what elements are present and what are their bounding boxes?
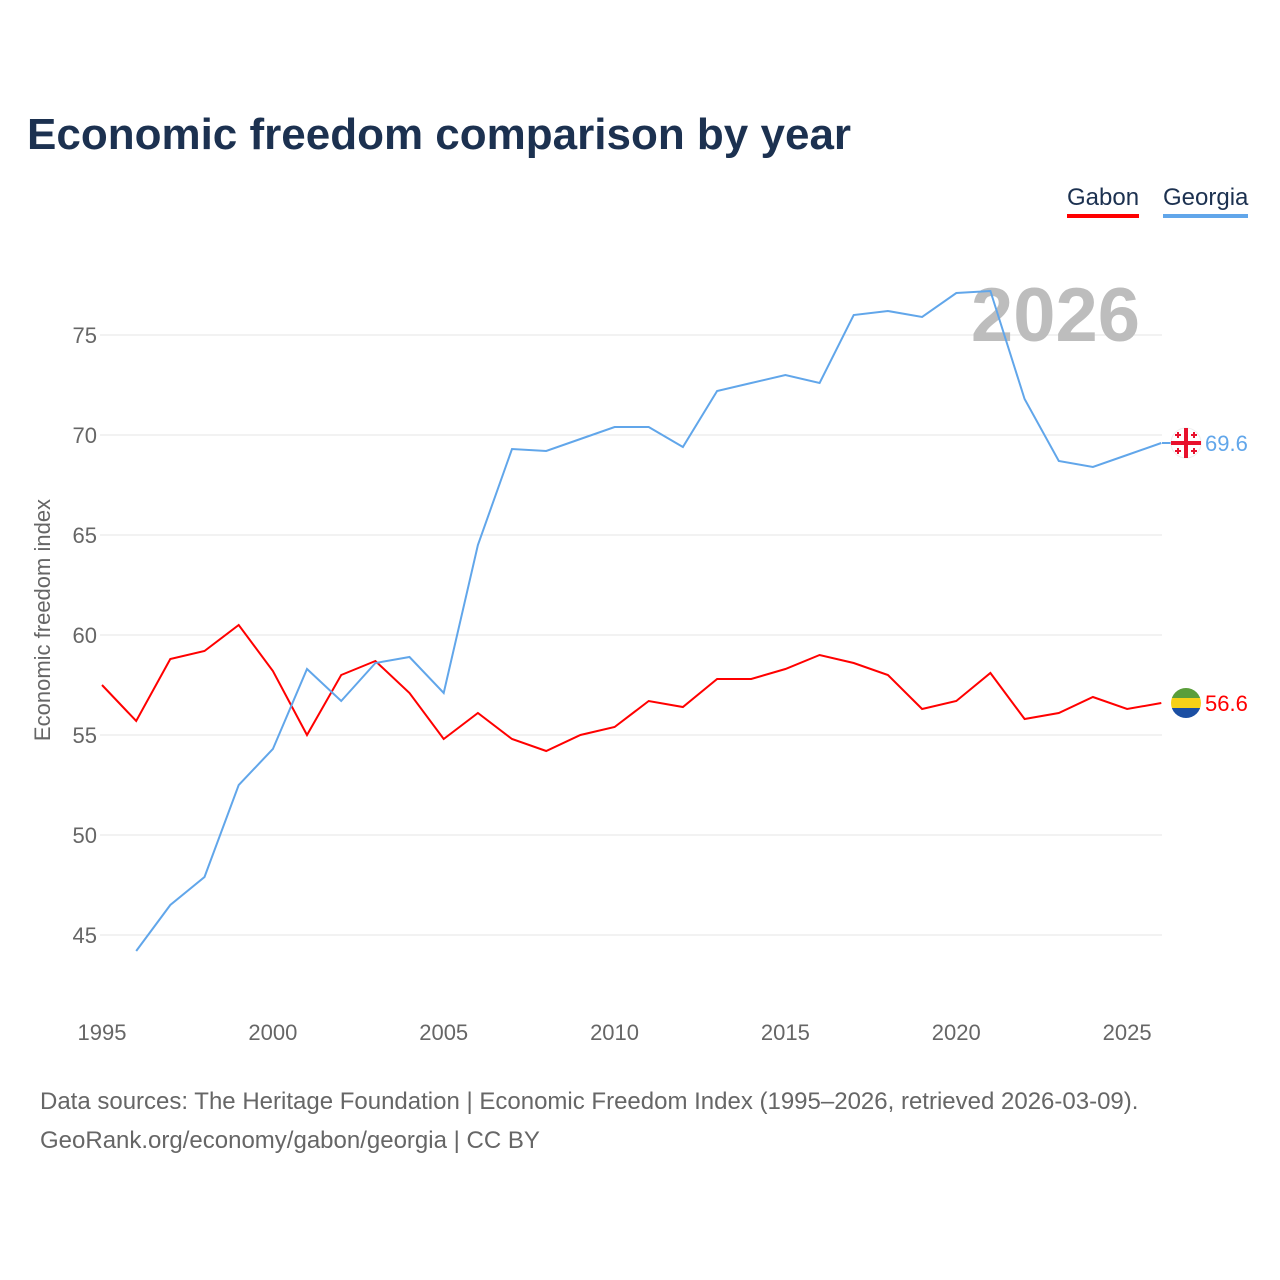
y-tick-label: 75 [73,323,97,348]
legend-georgia[interactable]: Georgia [1163,184,1249,218]
y-tick-label: 70 [73,423,97,448]
gabon-flag-icon [1171,688,1201,718]
footer-sources: Data sources: The Heritage Foundation | … [40,1088,1139,1115]
x-tick-label: 1995 [78,1020,127,1045]
series-line-georgia [135,289,1162,952]
y-tick-label: 50 [73,823,97,848]
flag-cross [1184,428,1188,458]
x-tick-label: 2020 [932,1020,981,1045]
flag-small-cross [1177,448,1179,454]
flag-small-cross [1193,448,1195,454]
x-tick-label: 2025 [1103,1020,1152,1045]
end-label-georgia: 69.6 [1205,431,1248,456]
flag-small-cross [1193,432,1195,438]
series-line-gabon [101,623,1162,753]
x-tick-label: 2005 [419,1020,468,1045]
end-label-gabon: 56.6 [1205,691,1248,716]
chart-title: Economic freedom comparison by year [27,110,852,159]
y-tick-label: 55 [73,723,97,748]
flag-small-cross [1177,432,1179,438]
legend-gabon[interactable]: Gabon [1067,184,1140,218]
flag-stripe [1171,698,1201,708]
y-tick-label: 60 [73,623,97,648]
footer-link[interactable]: GeoRank.org/economy/gabon/georgia | CC B… [40,1127,540,1154]
y-tick-label: 45 [73,923,97,948]
x-tick-label: 2010 [590,1020,639,1045]
y-tick-label: 65 [73,523,97,548]
flag-stripe [1171,688,1201,698]
y-axis-label: Economic freedom index [30,499,55,741]
flag-stripe [1171,708,1201,718]
year-watermark: 2026 [971,273,1140,358]
x-tick-label: 2015 [761,1020,810,1045]
x-tick-label: 2000 [248,1020,297,1045]
